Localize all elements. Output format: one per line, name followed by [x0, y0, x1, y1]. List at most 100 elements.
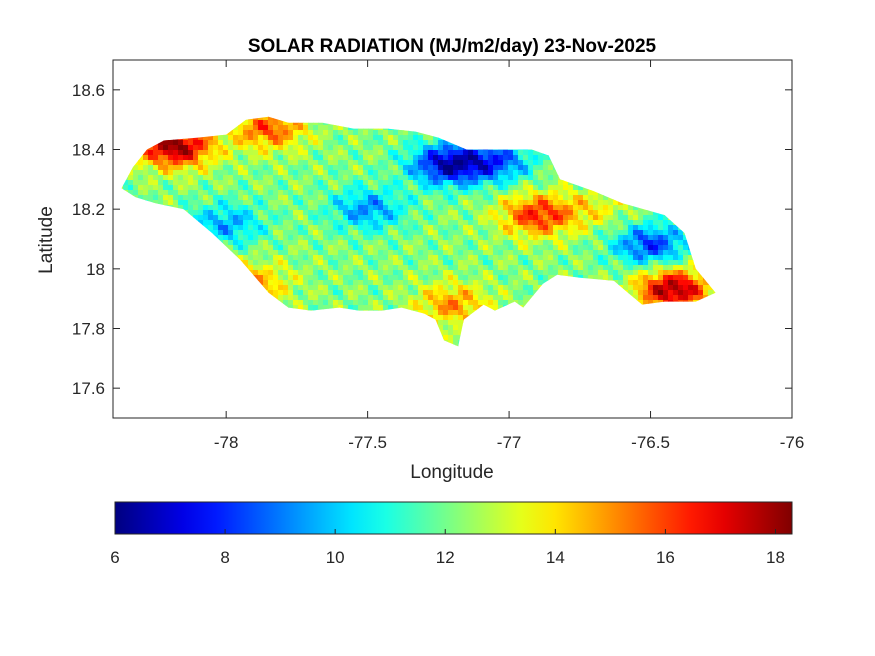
heatmap-cell	[438, 220, 444, 226]
heatmap-cell	[318, 155, 324, 161]
heatmap-cell	[323, 130, 329, 136]
heatmap-cell	[368, 230, 374, 236]
heatmap-cell	[158, 145, 164, 151]
heatmap-cell	[363, 130, 369, 136]
heatmap-cell	[263, 160, 269, 166]
heatmap-cell	[538, 160, 544, 166]
heatmap-cell	[408, 145, 414, 151]
heatmap-cell	[263, 270, 269, 276]
heatmap-cell	[628, 225, 634, 231]
heatmap-cell	[383, 270, 389, 276]
heatmap-cell	[383, 240, 389, 246]
heatmap-cell	[473, 255, 479, 261]
heatmap-cell	[248, 120, 254, 126]
heatmap-cell	[398, 300, 404, 306]
heatmap-cell	[548, 210, 554, 216]
heatmap-cell	[478, 150, 484, 156]
heatmap-cell	[533, 165, 539, 171]
heatmap-cell	[218, 160, 224, 166]
heatmap-cell	[368, 225, 374, 231]
heatmap-cell	[478, 210, 484, 216]
heatmap-cell	[318, 175, 324, 181]
heatmap-cell	[463, 175, 469, 181]
heatmap-cell	[443, 215, 449, 221]
heatmap-cell	[538, 230, 544, 236]
heatmap-cell	[463, 205, 469, 211]
heatmap-cell	[513, 215, 519, 221]
heatmap-cell	[168, 185, 174, 191]
heatmap-cell	[188, 170, 194, 176]
heatmap-cell	[523, 220, 529, 226]
heatmap-cell	[453, 250, 459, 256]
heatmap-cell	[263, 255, 269, 261]
heatmap-cell	[293, 135, 299, 141]
heatmap-cell	[383, 170, 389, 176]
heatmap-cell	[128, 180, 134, 186]
heatmap-cell	[458, 280, 464, 286]
heatmap-cell	[458, 160, 464, 166]
heatmap-cell	[378, 250, 384, 256]
heatmap-cell	[388, 230, 394, 236]
heatmap-cell	[473, 180, 479, 186]
heatmap-cell	[648, 240, 654, 246]
heatmap-cell	[433, 270, 439, 276]
heatmap-cell	[398, 170, 404, 176]
heatmap-cell	[383, 155, 389, 161]
heatmap-cell	[303, 170, 309, 176]
heatmap-cell	[438, 190, 444, 196]
heatmap-cell	[383, 165, 389, 171]
heatmap-cell	[243, 255, 249, 261]
heatmap-cell	[418, 250, 424, 256]
heatmap-cell	[373, 160, 379, 166]
heatmap-cell	[493, 200, 499, 206]
heatmap-cell	[348, 275, 354, 281]
heatmap-cell	[643, 280, 649, 286]
heatmap-cell	[643, 235, 649, 241]
heatmap-cell	[298, 290, 304, 296]
heatmap-cell	[343, 180, 349, 186]
heatmap-cell	[493, 195, 499, 201]
heatmap-cell	[663, 215, 669, 221]
heatmap-cell	[303, 165, 309, 171]
heatmap-cell	[253, 255, 259, 261]
heatmap-cell	[243, 215, 249, 221]
heatmap-cell	[183, 205, 189, 211]
heatmap-cell	[548, 175, 554, 181]
heatmap-cell	[383, 290, 389, 296]
heatmap-cell	[668, 290, 674, 296]
heatmap-cell	[518, 270, 524, 276]
heatmap-cell	[628, 240, 634, 246]
heatmap-cell	[473, 215, 479, 221]
heatmap-cell	[333, 235, 339, 241]
heatmap-cell	[403, 265, 409, 271]
heatmap-cell	[198, 210, 204, 216]
heatmap-cell	[673, 270, 679, 276]
heatmap-cell	[523, 280, 529, 286]
heatmap-cell	[263, 125, 269, 131]
heatmap-cell	[663, 265, 669, 271]
heatmap-cell	[443, 275, 449, 281]
heatmap-cell	[583, 275, 589, 281]
heatmap-cell	[583, 210, 589, 216]
heatmap-cell	[298, 280, 304, 286]
heatmap-cell	[368, 250, 374, 256]
heatmap-cell	[593, 200, 599, 206]
heatmap-cell	[518, 205, 524, 211]
heatmap-cell	[313, 265, 319, 271]
heatmap-cell	[448, 245, 454, 251]
heatmap-cell	[388, 270, 394, 276]
heatmap-cell	[628, 255, 634, 261]
heatmap-cell	[348, 155, 354, 161]
heatmap-cell	[258, 230, 264, 236]
heatmap-cell	[338, 165, 344, 171]
heatmap-cell	[383, 180, 389, 186]
heatmap-cell	[203, 175, 209, 181]
heatmap-cell	[258, 165, 264, 171]
heatmap-cell	[233, 160, 239, 166]
heatmap-cell	[588, 195, 594, 201]
heatmap-cell	[558, 205, 564, 211]
heatmap-cell	[408, 225, 414, 231]
heatmap-cell	[213, 225, 219, 231]
heatmap-cell	[148, 150, 154, 156]
heatmap-cell	[268, 175, 274, 181]
